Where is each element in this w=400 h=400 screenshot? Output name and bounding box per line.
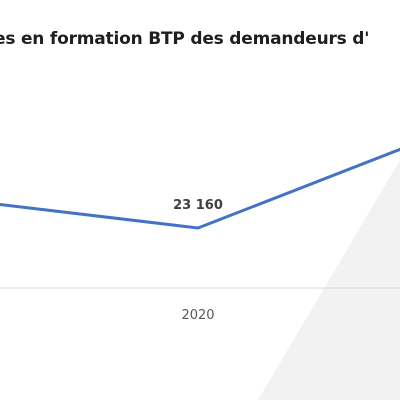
x-tick-label-2020: 2020 — [181, 308, 214, 323]
series-layer — [0, 147, 400, 230]
series-line-0 — [0, 147, 400, 230]
data-label-2020: 23 160 — [173, 198, 223, 213]
labels-layer: 23 160 2020 — [173, 198, 223, 323]
chart-title: es en formation BTP des demandeurs d' — [0, 29, 370, 49]
